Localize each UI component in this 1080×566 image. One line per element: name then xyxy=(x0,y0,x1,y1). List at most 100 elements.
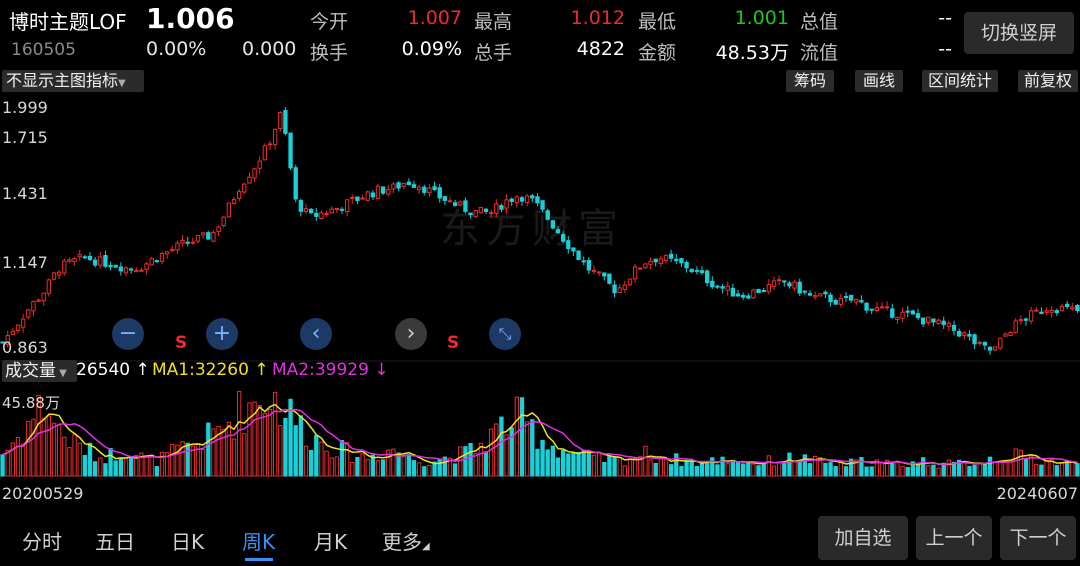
volume-bar xyxy=(15,436,21,477)
candle-body xyxy=(956,330,962,337)
candle-body xyxy=(663,254,669,261)
volume-bar xyxy=(185,442,190,477)
candle-body xyxy=(36,299,41,302)
volume-bar xyxy=(350,461,355,477)
volume-bar xyxy=(386,449,391,477)
candle-body xyxy=(818,293,823,297)
zoom-out-icon[interactable]: − xyxy=(112,318,144,350)
volume-bar xyxy=(463,446,468,477)
tab-daily-k[interactable]: 日K xyxy=(171,530,205,554)
collapse-icon[interactable]: ⤡ xyxy=(489,318,521,350)
candle-body xyxy=(848,294,854,301)
volume-bar xyxy=(915,463,921,477)
volume-value: 26540 ↑ xyxy=(76,360,150,380)
draw-line-button[interactable]: 画线 xyxy=(855,70,903,92)
candle-body xyxy=(1054,310,1060,314)
volume-bar xyxy=(236,391,242,477)
volume-max-label: 45.88万 xyxy=(2,394,60,412)
candle-body xyxy=(67,259,72,262)
candle-body xyxy=(293,167,298,200)
volume-bar xyxy=(1028,455,1034,477)
volume-bar xyxy=(391,448,396,477)
previous-button[interactable]: 上一个 xyxy=(916,516,992,560)
volume-bar xyxy=(941,462,946,477)
stat-value-amount: 48.53万 xyxy=(715,42,789,64)
candle-body xyxy=(725,285,730,291)
candle-body xyxy=(854,298,859,303)
zoom-in-icon[interactable]: + xyxy=(206,318,238,350)
volume-bar xyxy=(581,449,586,477)
volume-bar xyxy=(396,452,401,477)
candle-body xyxy=(545,210,550,220)
volume-bar xyxy=(252,401,257,477)
candle-body xyxy=(46,279,52,294)
volume-ma2-line xyxy=(2,408,1078,465)
candle-body xyxy=(689,268,694,273)
candle-body xyxy=(386,189,391,195)
candle-body xyxy=(627,278,633,286)
chips-button[interactable]: 筹码 xyxy=(786,70,834,92)
switch-portrait-button[interactable]: 切换竖屏 xyxy=(964,12,1074,54)
volume-bar xyxy=(910,461,916,477)
volume-indicator-dropdown[interactable]: 成交量 ▼ xyxy=(2,360,77,382)
tab-weekly-k[interactable]: 周K xyxy=(242,530,276,554)
volume-bar xyxy=(164,452,170,477)
tab-more[interactable]: 更多◢ xyxy=(382,530,430,554)
candle-body xyxy=(591,269,597,272)
volume-bar xyxy=(859,457,864,477)
tab-monthly-k[interactable]: 月K xyxy=(314,530,348,554)
volume-bar xyxy=(879,461,885,477)
candle-body xyxy=(571,247,576,252)
candle-body xyxy=(931,318,936,323)
candle-body xyxy=(1013,320,1018,333)
candle-body xyxy=(10,330,16,335)
candle-body xyxy=(972,334,977,345)
candle-body xyxy=(118,266,124,272)
volume-bar xyxy=(766,455,772,477)
volume-bar xyxy=(1023,458,1029,477)
volume-bar xyxy=(257,405,262,477)
kline-chart[interactable] xyxy=(0,93,1080,483)
adjust-button[interactable]: 前复权 xyxy=(1018,70,1078,92)
main-indicator-dropdown[interactable]: 不显示主图指标▼ xyxy=(2,70,144,92)
volume-bar xyxy=(967,465,972,477)
volume-bar xyxy=(41,417,46,477)
candle-body xyxy=(1034,309,1039,312)
candle-body xyxy=(890,308,895,318)
candle-body xyxy=(560,234,566,242)
candle-body xyxy=(607,273,612,284)
chevron-left-icon[interactable]: ‹ xyxy=(300,318,332,350)
next-button[interactable]: 下一个 xyxy=(1000,516,1076,560)
candle-body xyxy=(576,250,581,260)
candle-body xyxy=(262,145,268,161)
volume-bar xyxy=(884,459,890,477)
volume-bar xyxy=(56,424,62,477)
volume-bar xyxy=(787,452,792,477)
volume-bar xyxy=(77,442,82,477)
candle-body xyxy=(26,309,31,318)
candle-body xyxy=(977,341,982,344)
volume-bar xyxy=(951,461,957,477)
candle-body xyxy=(828,294,833,303)
candle-body xyxy=(710,280,715,288)
candle-body xyxy=(31,300,36,312)
candle-body xyxy=(298,200,304,212)
volume-bar xyxy=(360,453,365,477)
range-stats-button[interactable]: 区间统计 xyxy=(922,70,998,92)
tab-intraday[interactable]: 分时 xyxy=(22,530,62,554)
volume-bar xyxy=(689,459,694,477)
arrow-down-icon: ↓ xyxy=(368,360,389,380)
candle-body xyxy=(1028,310,1034,322)
tab-five-day[interactable]: 五日 xyxy=(95,530,135,554)
candle-body xyxy=(833,300,838,305)
dropdown-caret-icon: ▼ xyxy=(118,78,126,89)
candle-body xyxy=(478,207,484,214)
candle-body xyxy=(267,143,273,146)
candle-body xyxy=(596,271,602,274)
add-watchlist-button[interactable]: 加自选 xyxy=(818,516,908,560)
chevron-right-icon[interactable]: › xyxy=(395,318,427,350)
candle-body xyxy=(782,280,787,283)
volume-bar xyxy=(118,457,124,477)
volume-bar xyxy=(920,457,926,477)
volume-indicator-label: 成交量 xyxy=(5,361,56,381)
